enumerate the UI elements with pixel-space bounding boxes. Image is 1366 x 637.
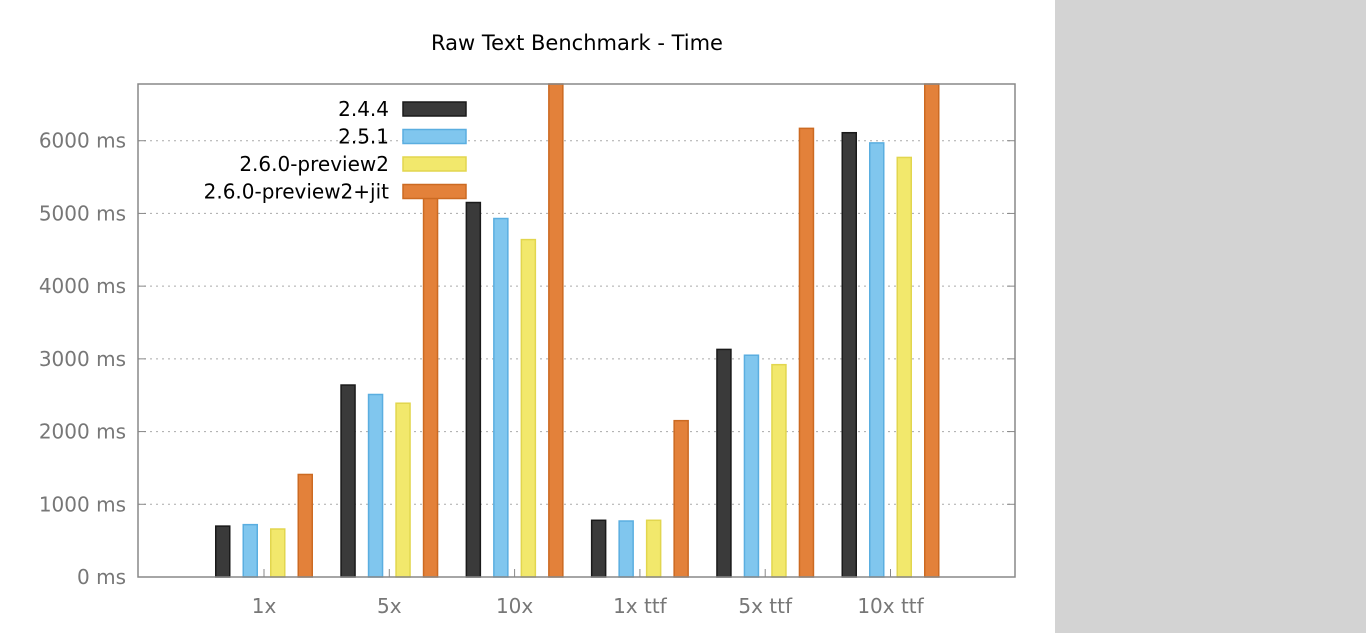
legend-swatch: [402, 156, 467, 172]
legend-swatch: [402, 101, 467, 117]
y-tick-label: 5000 ms: [39, 201, 126, 225]
bar-5x-series-0: [340, 384, 356, 578]
bar-5x-series-1: [367, 393, 384, 578]
x-tick-label: 10x ttf: [857, 594, 924, 618]
bar-1x-ttf-series-3: [673, 419, 689, 578]
y-tick-label: 3000 ms: [39, 347, 126, 371]
legend-label: 2.6.0-preview2: [239, 152, 389, 176]
legend-label: 2.6.0-preview2+jit: [204, 180, 390, 204]
bar-1x-series-2: [270, 528, 286, 578]
bar-1x-series-1: [242, 523, 258, 578]
bar-10x-ttf-series-0: [841, 131, 857, 578]
bar-10x-ttf-series-3: [924, 83, 940, 578]
bar-10x-series-3: [548, 83, 564, 578]
y-tick-label: 6000 ms: [39, 129, 126, 153]
bar-1x-ttf-series-0: [590, 519, 607, 578]
y-tick-label: 0 ms: [77, 565, 126, 589]
legend-label: 2.4.4: [338, 97, 389, 121]
side-panel: [1055, 0, 1366, 633]
bar-10x-ttf-series-2: [896, 156, 912, 578]
plot-frame: [137, 83, 1016, 578]
y-axis-ticks: 0 ms 1000 ms 2000 ms 3000 ms 4000 ms 5000 ms 6…: [39, 129, 1015, 589]
x-tick-label: 10x: [496, 594, 533, 618]
bar-1x-ttf-series-2: [645, 519, 662, 578]
chart-title: Raw Text Benchmark - Time: [431, 31, 723, 55]
bar-chart: Raw Text Benchmark - Time 0 ms 1000 ms 200…: [39, 31, 1016, 618]
bar-1x-series-3: [297, 473, 313, 578]
bar-5x-ttf-series-1: [743, 354, 760, 578]
bar-10x-series-2: [520, 238, 537, 578]
bar-5x-ttf-series-0: [716, 348, 732, 578]
chart-area: Raw Text Benchmark - Time 0 ms 1000 ms 200…: [38, 31, 1016, 618]
bar-10x-ttf-series-1: [869, 142, 885, 578]
y-tick-label: 2000 ms: [39, 420, 126, 444]
bar-5x-series-3: [422, 184, 439, 578]
x-tick-label: 1x: [252, 594, 277, 618]
bar-5x-ttf-series-3: [798, 127, 815, 578]
legend: 2.4.4 2.5.1 2.6.0-preview2 2.6.0-preview2+j…: [204, 97, 467, 204]
y-tick-label: 4000 ms: [39, 274, 126, 298]
x-tick-label: 5x: [377, 594, 402, 618]
bar-1x-series-0: [215, 525, 231, 578]
bar-5x-ttf-series-2: [771, 363, 787, 578]
legend-swatch: [402, 183, 467, 200]
legend-swatch: [402, 128, 467, 145]
bar-5x-series-2: [395, 402, 411, 578]
grid-lines: [138, 140, 1015, 505]
x-tick-label: 5x ttf: [738, 594, 793, 618]
bar-1x-ttf-series-1: [618, 520, 634, 578]
x-tick-label: 1x ttf: [613, 594, 668, 618]
bar-10x-series-1: [493, 217, 509, 578]
bar-10x-series-0: [465, 201, 482, 578]
y-tick-label: 1000 ms: [39, 492, 126, 516]
legend-label: 2.5.1: [338, 125, 389, 149]
x-axis-ticks: 1x 5x 10x 1x ttf 5x ttf 10x ttf: [252, 569, 925, 618]
